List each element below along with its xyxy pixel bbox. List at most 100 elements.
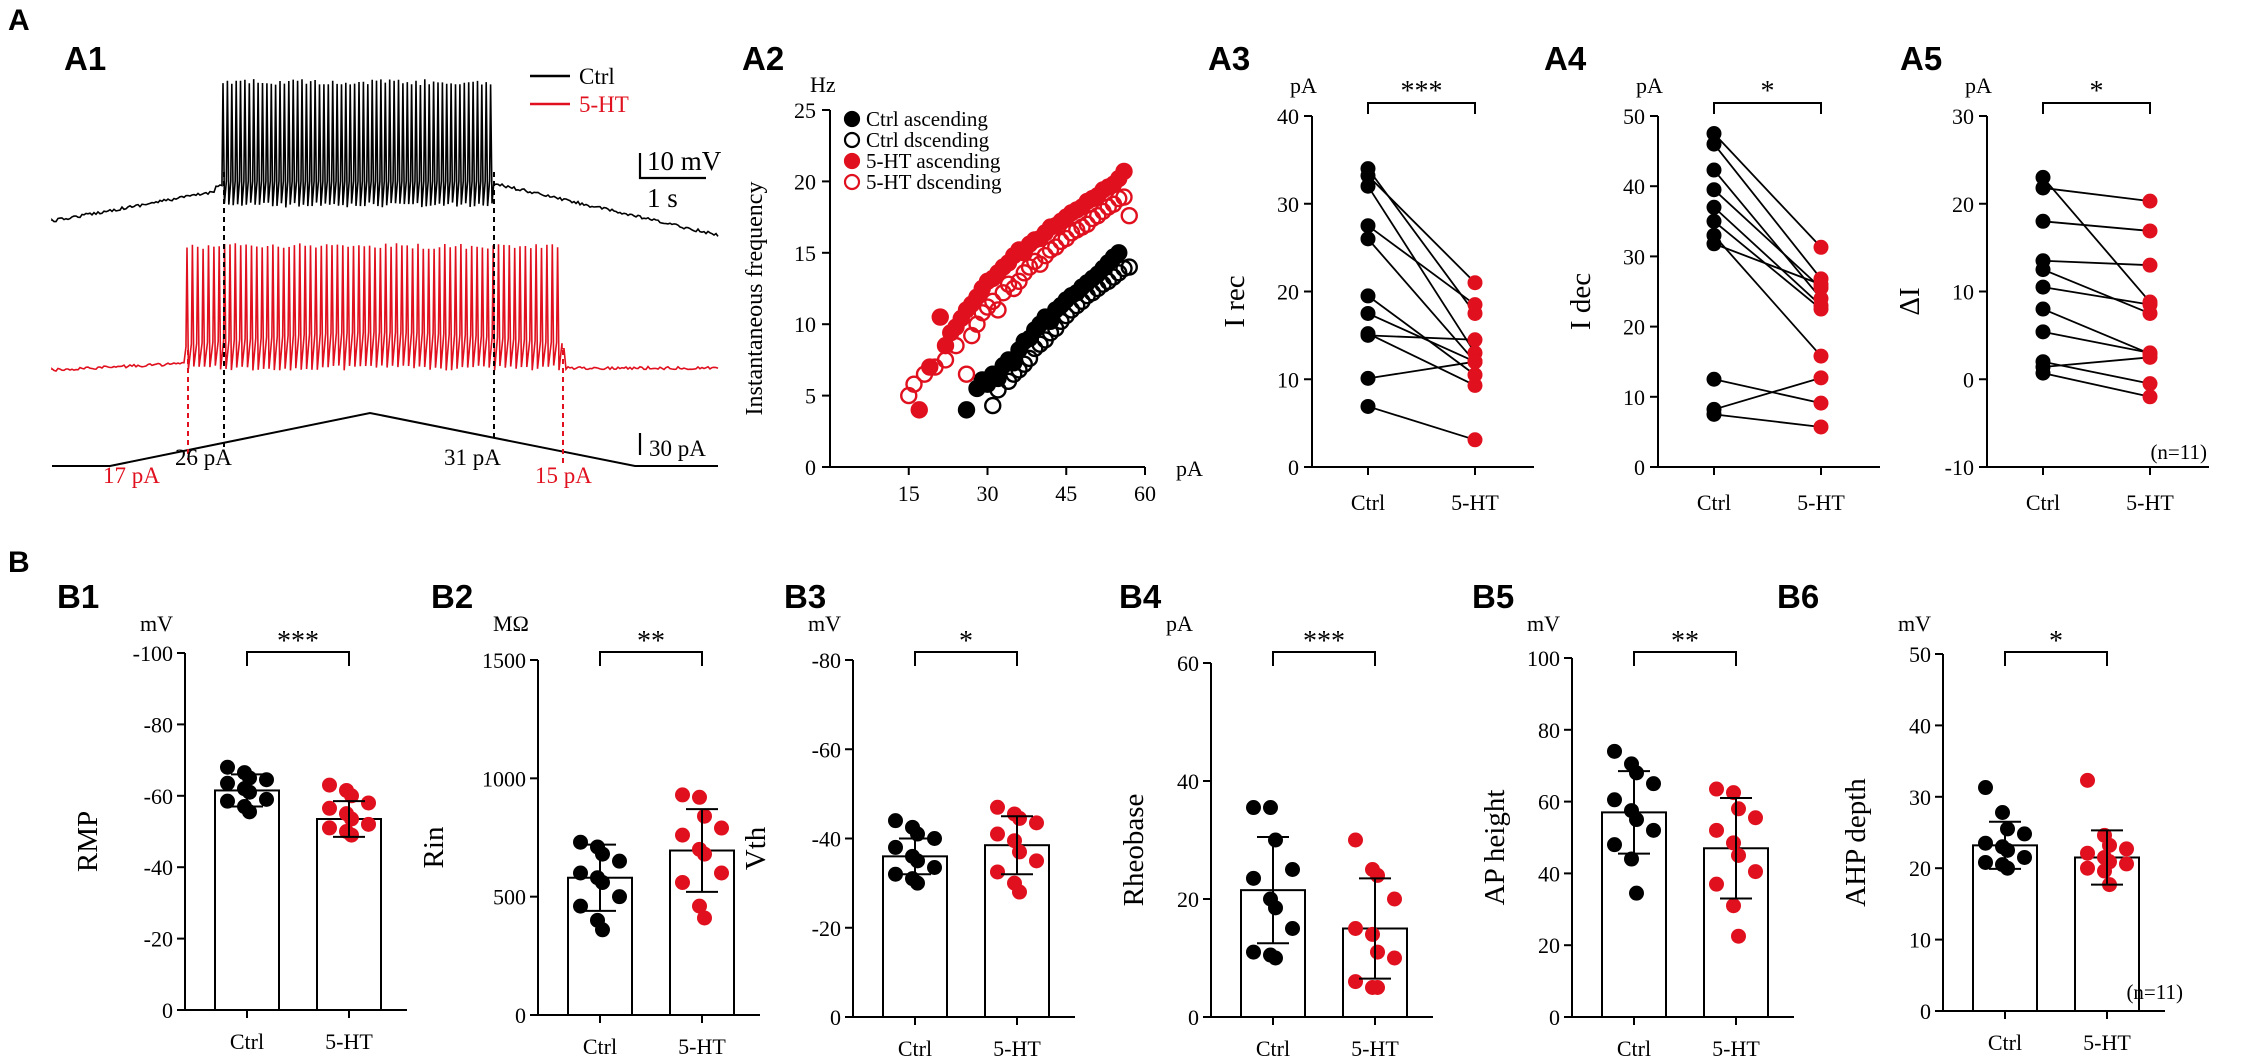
b1-bar-ctrl bbox=[214, 789, 280, 1011]
b6-5ht-point bbox=[2119, 841, 2134, 857]
panel-label-a4: A4 bbox=[1544, 40, 1587, 77]
b6-category-label: 5-HT bbox=[2083, 1030, 2131, 1055]
b5-sig-bracket bbox=[1633, 651, 1737, 666]
a2-y-axis-label: Instantaneous frequency bbox=[742, 182, 768, 416]
b2-sig-bracket bbox=[599, 651, 703, 666]
b1-ctrl-point bbox=[259, 791, 274, 807]
b5-5ht-point bbox=[1726, 785, 1741, 801]
b6-5ht-point bbox=[2102, 837, 2117, 853]
a2-point-ctrl-dscending bbox=[1120, 258, 1138, 276]
b2-5ht-point bbox=[692, 898, 707, 914]
ramp-current-trace bbox=[52, 411, 718, 467]
a2-point-5-ht-dscending bbox=[1031, 255, 1049, 273]
b2-ctrl-point bbox=[612, 889, 627, 905]
b2-5ht-point bbox=[692, 789, 707, 805]
b4-ctrl-point bbox=[1263, 800, 1278, 816]
b1-category-label: 5-HT bbox=[325, 1029, 373, 1054]
panel-a3: A3 pA 0 10 20 30 40 Ctrl 5-HT I rec *** bbox=[1208, 40, 1534, 515]
a3-y-tick-label: 30 bbox=[1277, 192, 1299, 217]
b3-category-label: 5-HT bbox=[993, 1036, 1041, 1061]
a4-5ht-point bbox=[1813, 276, 1829, 292]
a3-pair-line bbox=[1367, 238, 1476, 363]
a3-5ht-point bbox=[1467, 297, 1483, 313]
panel-label-a3: A3 bbox=[1208, 40, 1250, 77]
b5-5ht-point bbox=[1748, 810, 1763, 826]
a5-y-tick-label: 10 bbox=[1952, 280, 1974, 305]
b4-5ht-point bbox=[1365, 926, 1380, 942]
a5-sig-stars: * bbox=[2090, 76, 2104, 107]
a5-ctrl-point bbox=[2035, 365, 2051, 381]
a4-y-tick-label: 50 bbox=[1623, 104, 1645, 129]
a4-ctrl-point bbox=[1706, 182, 1722, 198]
b5-y-tick-label: 20 bbox=[1538, 933, 1560, 958]
scale-bar-pa-label: 30 pA bbox=[649, 436, 706, 461]
b1-5ht-point bbox=[361, 816, 376, 832]
a3-pair-line bbox=[1367, 360, 1476, 380]
a4-5ht-point bbox=[1813, 370, 1829, 386]
a5-y-tick-label: -10 bbox=[1945, 455, 1974, 480]
b2-ctrl-point bbox=[595, 874, 610, 890]
b1-ctrl-point bbox=[220, 775, 235, 791]
a3-pair-line bbox=[1367, 295, 1476, 376]
a5-category-label: Ctrl bbox=[2026, 490, 2060, 515]
b5-5ht-point bbox=[1748, 864, 1763, 880]
b2-ctrl-point bbox=[612, 853, 627, 869]
b4-y-tick-label: 40 bbox=[1177, 769, 1199, 794]
a4-ctrl-point bbox=[1706, 162, 1722, 178]
trace-ctrl bbox=[51, 79, 719, 237]
a4-pair-line bbox=[1713, 234, 1822, 357]
b6-sig-bracket bbox=[2004, 651, 2108, 666]
b5-ctrl-point bbox=[1629, 885, 1644, 901]
b6-y-tick-label: 20 bbox=[1909, 856, 1931, 881]
a4-y-axis-label: I dec bbox=[1565, 273, 1597, 330]
a2-point-5-ht-ascending bbox=[921, 358, 939, 376]
b2-y-axis-label: Rin bbox=[418, 826, 450, 868]
a3-pair-line bbox=[1367, 224, 1476, 306]
a3-pair-line bbox=[1367, 175, 1476, 284]
a3-y-unit: pA bbox=[1290, 73, 1317, 98]
a2-legend-marker bbox=[843, 173, 861, 191]
a4-pair-line bbox=[1713, 220, 1822, 310]
b4-sig-stars: *** bbox=[1303, 626, 1345, 657]
b1-y-tick-label: 0 bbox=[162, 998, 173, 1023]
a4-ctrl-point bbox=[1706, 371, 1722, 387]
b6-y-tick-label: 50 bbox=[1909, 642, 1931, 667]
a3-y-tick-label: 20 bbox=[1277, 280, 1299, 305]
b3-5ht-point bbox=[1012, 810, 1027, 826]
a5-ctrl-point bbox=[2035, 180, 2051, 196]
b4-5ht-point bbox=[1348, 974, 1363, 990]
b5-y-axis-label: AP height bbox=[1479, 790, 1511, 906]
b1-5ht-point bbox=[322, 820, 337, 836]
a3-ctrl-point bbox=[1360, 288, 1376, 304]
b4-ctrl-point bbox=[1285, 862, 1300, 877]
b2-5ht-point bbox=[697, 910, 712, 926]
a3-pair-line bbox=[1367, 405, 1476, 441]
b2-sig-stars: ** bbox=[637, 626, 665, 657]
panel-label-b2: B2 bbox=[431, 578, 473, 615]
a5-ctrl-point bbox=[2035, 169, 2051, 185]
b2-y-unit: MΩ bbox=[493, 611, 529, 636]
b4-y-tick-label: 60 bbox=[1177, 651, 1199, 676]
a2-point-5-ht-dscending bbox=[1120, 206, 1138, 225]
b6-category-label: Ctrl bbox=[1988, 1030, 2022, 1055]
a3-5ht-point bbox=[1467, 354, 1483, 370]
b6-n-label: (n=11) bbox=[2126, 980, 2183, 1004]
legend-label-5ht: 5-HT bbox=[579, 92, 629, 117]
a2-x-tick-label: 30 bbox=[977, 481, 999, 506]
a2-x-unit: pA bbox=[1176, 456, 1203, 481]
a4-5ht-point bbox=[1813, 348, 1829, 364]
a2-point-5-ht-dscending bbox=[1010, 272, 1028, 291]
b3-y-axis-label: Vth bbox=[740, 826, 772, 870]
b3-5ht-point bbox=[1012, 844, 1027, 860]
b6-5ht-point bbox=[2080, 860, 2095, 876]
a4-5ht-point bbox=[1813, 301, 1829, 317]
a5-y-unit: pA bbox=[1965, 73, 1992, 98]
b6-5ht-point bbox=[2080, 845, 2095, 861]
b5-y-unit: mV bbox=[1527, 611, 1560, 636]
a5-n-label: (n=11) bbox=[2150, 440, 2207, 464]
a5-5ht-point bbox=[2142, 297, 2158, 313]
panel-b6: B6 mV 0 10 20 30 40 50 Ctrl 5-HT AHP depth * (n=11) bbox=[1777, 578, 2183, 1055]
a4-pair-line bbox=[1713, 242, 1822, 286]
